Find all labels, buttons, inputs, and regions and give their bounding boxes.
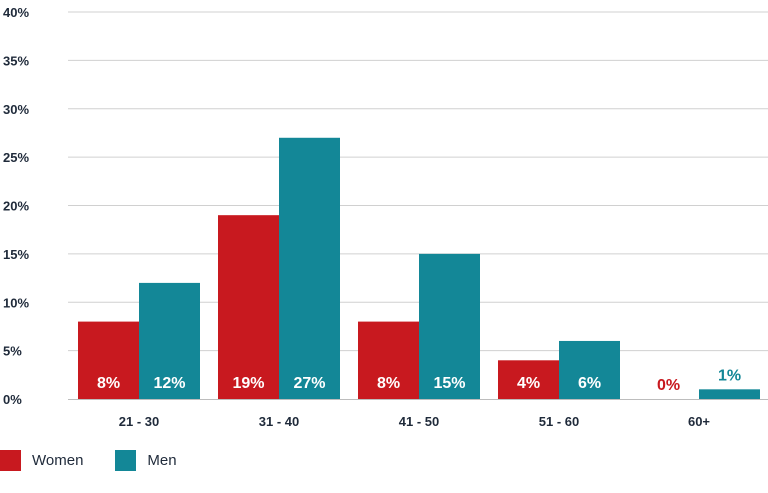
legend-label-women: Women [32,452,84,469]
data-label: 12% [153,375,185,392]
bar-men [559,340,620,399]
y-tick-label: 35% [3,53,29,68]
data-label: 15% [433,375,465,392]
x-tick-label: 21 - 30 [119,414,159,429]
y-tick-label: 5% [3,344,22,359]
legend-item-women: Women [0,450,83,471]
legend-label-men: Men [147,452,177,469]
bar-women [218,215,279,399]
y-tick-label: 15% [3,247,29,262]
data-label: 0% [657,377,680,394]
data-label: 8% [377,375,400,392]
bar-men [279,137,340,399]
x-tick-label: 60+ [688,414,710,429]
data-label: 4% [517,375,540,392]
x-tick-label: 31 - 40 [259,414,299,429]
legend-swatch-men [115,450,137,471]
data-label: 19% [232,375,264,392]
bar-men [139,282,200,399]
y-tick-label: 40% [3,5,29,20]
legend-swatch-women [0,450,21,471]
bar-men [699,389,760,399]
data-label: 8% [97,375,120,392]
legend-item-men: Men [115,450,177,471]
y-tick-label: 25% [3,150,29,165]
legend: Women Men [0,450,209,471]
y-tick-label: 20% [3,199,29,214]
x-tick-label: 41 - 50 [399,414,439,429]
data-label: 6% [578,375,601,392]
data-label: 1% [718,367,741,384]
bar-women [358,321,419,399]
bar-women [498,360,559,399]
x-tick-label: 51 - 60 [539,414,579,429]
y-tick-label: 10% [3,295,29,310]
bar-women [78,321,139,399]
bar-men [419,253,480,399]
bar-chart: 0% 5% 10% 15% 20% 25% 30% 35% 40% 8% 12% 21 - 30 19%… [3,5,768,429]
y-tick-label: 30% [3,102,29,117]
data-label: 27% [293,375,325,392]
y-tick-label: 0% [3,392,22,407]
